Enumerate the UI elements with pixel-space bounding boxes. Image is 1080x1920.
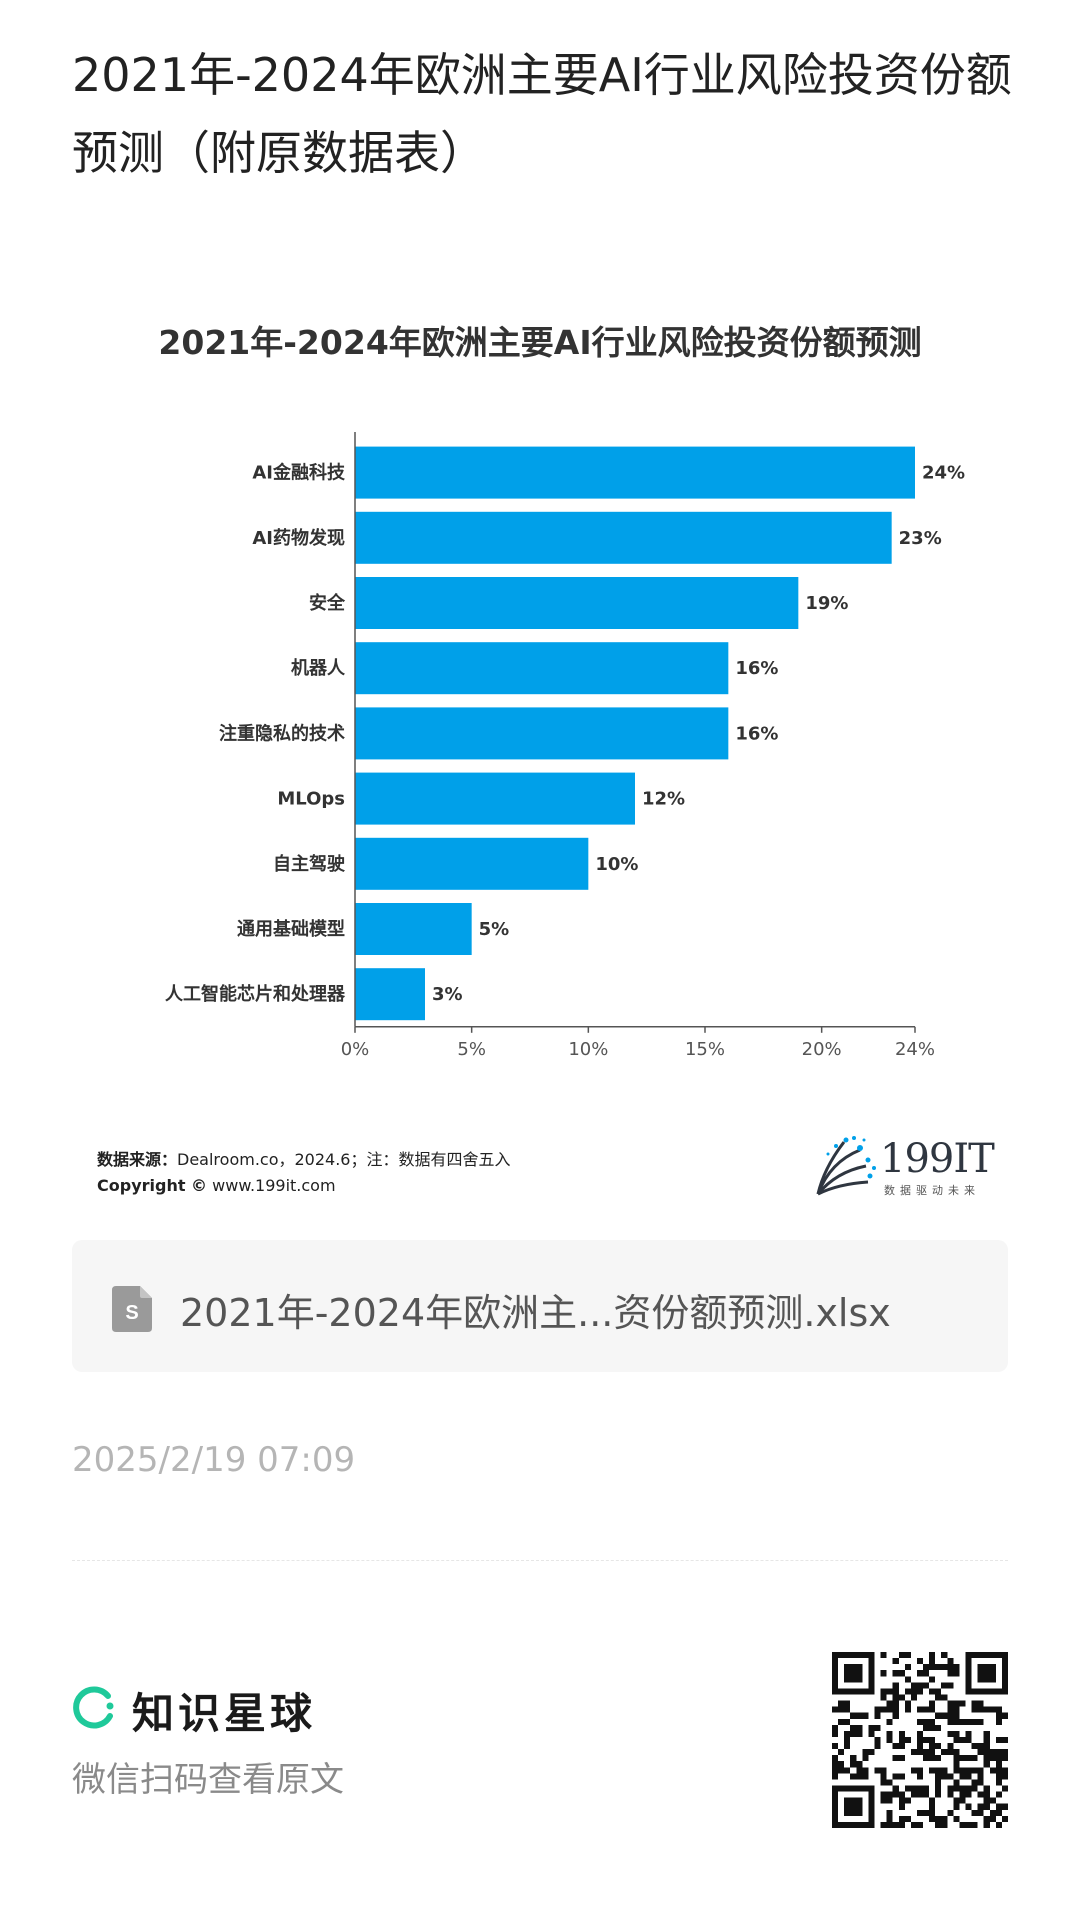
data-label-3: 19% xyxy=(805,593,848,614)
copyright-text[interactable]: www.199it.com xyxy=(212,1176,336,1195)
copyright-line: Copyright © www.199it.com xyxy=(97,1176,336,1195)
data-label-5: 16% xyxy=(735,723,778,744)
category-label-5: 注重隐私的技术 xyxy=(219,722,345,744)
bar-8 xyxy=(355,903,472,955)
data-label-4: 16% xyxy=(735,658,778,679)
source-text: Dealroom.co，2024.6；注：数据有四舍五入 xyxy=(177,1150,511,1169)
brand-logo: 199IT 数据驱动未来 xyxy=(810,1132,1000,1202)
category-label-2: AI药物发现 xyxy=(252,527,345,549)
category-label-8: 通用基础模型 xyxy=(237,918,345,940)
bar-4 xyxy=(355,642,729,695)
bar-6 xyxy=(355,772,635,825)
x-tick-label-2: 5% xyxy=(457,1039,486,1060)
x-tick-label-5: 20% xyxy=(802,1039,842,1060)
qr-code-icon[interactable] xyxy=(832,1652,1008,1828)
chart-title: 2021年-2024年欧洲主要AI行业风险投资份额预测 xyxy=(158,323,922,362)
bar-5 xyxy=(355,707,729,760)
data-label-1: 24% xyxy=(922,463,965,484)
category-label-7: 自主驾驶 xyxy=(273,853,345,875)
copyright-label: Copyright © xyxy=(97,1176,208,1195)
brand-logo-text: 199IT xyxy=(880,1136,995,1182)
x-tick-label-6: 24% xyxy=(895,1039,935,1060)
source-label: 数据来源： xyxy=(97,1150,178,1169)
attachment-file-card[interactable]: S 2021年-2024年欧洲主...资份额预测.xlsx xyxy=(72,1240,1008,1372)
dandelion-logo-icon xyxy=(816,1136,876,1196)
brand-tagline: 数据驱动未来 xyxy=(884,1184,980,1197)
data-label-7: 10% xyxy=(595,854,638,875)
svg-text:S: S xyxy=(125,1302,138,1324)
divider xyxy=(72,1560,1008,1561)
chart-card: 2021年-2024年欧洲主要AI行业风险投资份额预测 AI金融科技 24% AI药… xyxy=(72,300,1008,1220)
data-label-8: 5% xyxy=(479,919,510,940)
bar-9 xyxy=(355,968,425,1021)
source-line: 数据来源：Dealroom.co，2024.6；注：数据有四舍五入 xyxy=(97,1146,510,1170)
data-label-9: 3% xyxy=(432,984,463,1005)
x-tick-label-3: 10% xyxy=(568,1039,608,1060)
category-label-4: 机器人 xyxy=(291,658,346,679)
category-label-6: MLOps xyxy=(277,789,345,810)
bar-2 xyxy=(355,511,892,564)
data-label-2: 23% xyxy=(899,528,942,549)
page-title: 2021年-2024年欧洲主要AI行业风险投资份额预测（附原数据表） xyxy=(72,48,1012,180)
category-label-3: 安全 xyxy=(309,592,346,614)
post-timestamp: 2025/2/19 07:09 xyxy=(72,1440,356,1480)
app-name: 知识星球 xyxy=(132,1689,317,1738)
attachment-file-name[interactable]: 2021年-2024年欧洲主...资份额预测.xlsx xyxy=(180,1291,891,1335)
spreadsheet-file-icon: S xyxy=(112,1286,152,1332)
planet-ring-icon xyxy=(73,1686,114,1729)
bar-7 xyxy=(355,837,589,890)
category-label-1: AI金融科技 xyxy=(252,462,346,484)
bar-chart: AI金融科技 24% AI药物发现 23% 安全 19% 机器人 16% 注重隐私的技术 16% M… xyxy=(165,432,965,1060)
bar-3 xyxy=(355,577,799,629)
x-tick-label-4: 15% xyxy=(685,1039,725,1060)
scan-caption: 微信扫码查看原文 xyxy=(72,1760,344,1800)
x-tick-label-1: 0% xyxy=(341,1039,370,1060)
category-label-9: 人工智能芯片和处理器 xyxy=(165,983,346,1005)
bar-1 xyxy=(355,446,915,499)
data-label-6: 12% xyxy=(642,789,685,810)
